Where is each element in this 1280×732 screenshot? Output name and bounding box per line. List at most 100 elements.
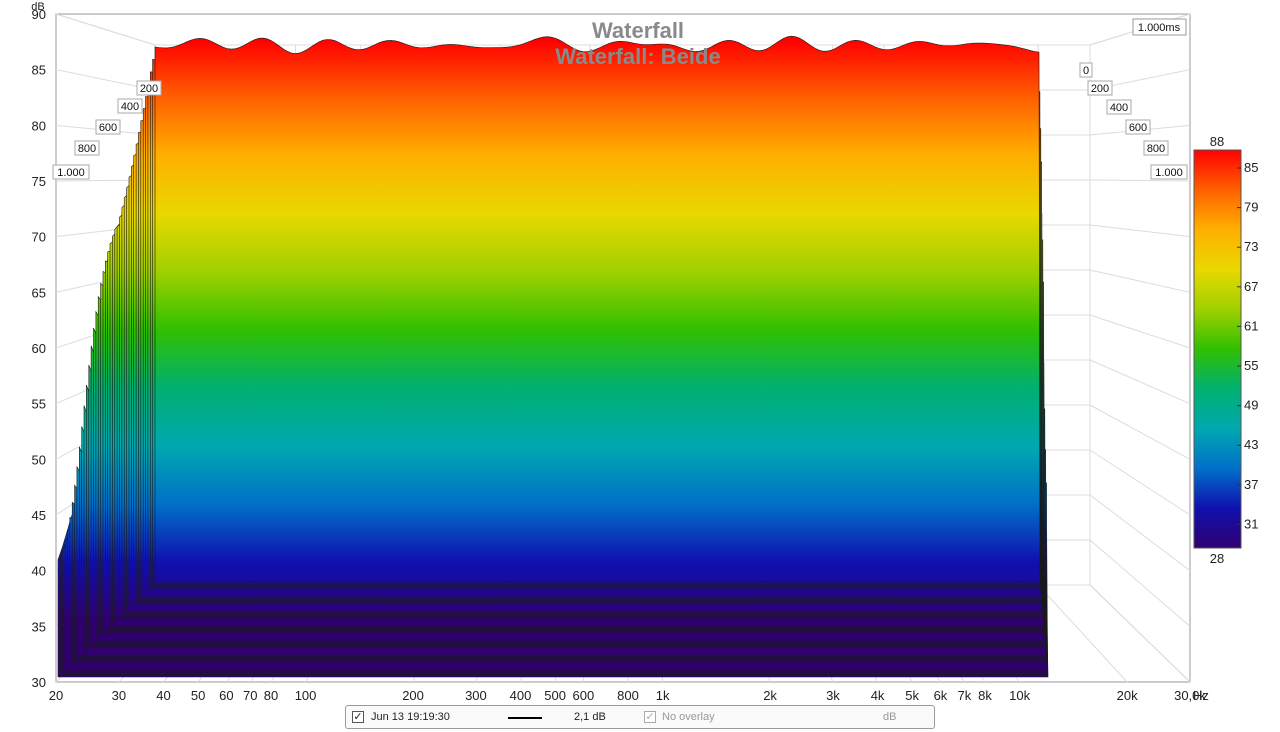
x-tick-label: 30: [112, 688, 126, 703]
x-tick-label: 7k: [957, 688, 971, 703]
colorbar-min-label: 28: [1210, 551, 1224, 566]
svg-text:800: 800: [78, 143, 96, 155]
grid-freq-floor: [1037, 584, 1128, 683]
time-tick-label: 1.000: [52, 164, 90, 180]
svg-text:200: 200: [1091, 83, 1109, 95]
x-tick-label: 1k: [656, 688, 670, 703]
svg-text:400: 400: [1110, 102, 1128, 114]
y-tick-label: 40: [32, 564, 46, 579]
svg-text:200: 200: [140, 83, 158, 95]
grid-db-left: [55, 13, 156, 46]
x-tick-label: 80: [264, 688, 278, 703]
time-tick-label: 600: [95, 119, 121, 135]
trace-checkbox[interactable]: ✓: [352, 711, 364, 723]
svg-text:600: 600: [99, 122, 117, 134]
x-axis-ticks: 20 30 40 50 60 70 80 100 200 300 400 500 600 800 1k 2k 3…: [49, 688, 1207, 703]
grid-db-right: [1089, 314, 1191, 349]
y-tick-label: 70: [32, 230, 46, 245]
grid-db-right: [1089, 359, 1191, 405]
x-tick-label: 2k: [763, 688, 777, 703]
svg-text:600: 600: [1129, 122, 1147, 134]
colorbar-tick-label: 49: [1244, 398, 1258, 413]
x-tick-label: 800: [617, 688, 639, 703]
unit-label: dB: [883, 711, 897, 723]
y-tick-label: 60: [32, 341, 46, 356]
x-tick-label: 500: [544, 688, 566, 703]
y-tick-label: 55: [32, 397, 46, 412]
svg-text:400: 400: [121, 101, 139, 113]
x-tick-label: 20: [49, 688, 63, 703]
time-tick-label: 200: [1087, 80, 1113, 96]
svg-text:800: 800: [1147, 143, 1165, 155]
grid-db-right: [1089, 494, 1191, 572]
waterfall-slice: [154, 35, 1041, 583]
grid-db-right: [1089, 269, 1191, 293]
time-range-label: 1.000ms: [1138, 22, 1181, 34]
x-tick-label: 20k: [1117, 688, 1138, 703]
time-tick-label: 400: [1106, 99, 1132, 115]
svg-text:0: 0: [1083, 65, 1089, 77]
colorbar: 88 28 85 79 73 67 61 55 49 43 37 31: [1193, 134, 1258, 566]
x-tick-label: 5k: [905, 688, 919, 703]
colorbar-ticks: 85 79 73 67 61 55 49 43 37 31: [1237, 160, 1258, 531]
x-tick-label: 70: [243, 688, 257, 703]
y-axis-ticks: 30 35 40 45 50 55 60 65 70 75 80 85 90: [32, 7, 46, 690]
x-tick-label: 40: [156, 688, 170, 703]
colorbar-tick-label: 37: [1244, 477, 1258, 492]
colorbar-tick-label: 85: [1244, 160, 1258, 175]
y-tick-label: 75: [32, 174, 46, 189]
x-tick-label: 100: [295, 688, 317, 703]
time-tick-label: 400: [117, 98, 143, 114]
y-tick-label: 90: [32, 7, 46, 22]
colorbar-tick-label: 61: [1244, 318, 1258, 333]
colorbar-max-label: 88: [1210, 134, 1224, 149]
y-axis-unit: dB: [31, 1, 44, 13]
overlay-label: No overlay: [662, 711, 715, 723]
svg-text:1.000: 1.000: [1155, 167, 1183, 179]
x-tick-label: 4k: [871, 688, 885, 703]
time-tick-label: 1.000: [1150, 164, 1188, 180]
colorbar-tick-label: 79: [1244, 200, 1258, 215]
smoothing-label: 2,1 dB: [574, 711, 606, 723]
x-tick-label: 30,0k: [1174, 688, 1206, 703]
x-tick-label: 10k: [1009, 688, 1030, 703]
x-tick-label: 8k: [978, 688, 992, 703]
colorbar-tick-label: 67: [1244, 279, 1258, 294]
x-tick-label: 3k: [826, 688, 840, 703]
waterfall-surface: [57, 35, 1049, 678]
colorbar-tick-label: 73: [1244, 239, 1258, 254]
x-tick-label: 400: [510, 688, 532, 703]
y-tick-label: 30: [32, 675, 46, 690]
legend-bar: ✓ Jun 13 19:19:30 2,1 dB ✓ No overlay dB: [345, 705, 935, 729]
colorbar-tick-label: 31: [1244, 516, 1258, 531]
svg-text:1.000: 1.000: [57, 167, 85, 179]
grid-db-right: [1089, 224, 1191, 238]
grid-db-right: [1089, 404, 1191, 460]
chart-title: Waterfall: [592, 18, 684, 43]
x-tick-label: 600: [573, 688, 595, 703]
grid-freq-floor: [1089, 584, 1191, 683]
y-tick-label: 80: [32, 118, 46, 133]
time-tick-label: 800: [74, 140, 100, 156]
grid-db-right: [1089, 449, 1191, 516]
trace-line-sample: [508, 717, 542, 719]
x-tick-label: 50: [191, 688, 205, 703]
colorbar-tick-label: 43: [1244, 437, 1258, 452]
colorbar-tick-label: 55: [1244, 358, 1258, 373]
y-tick-label: 65: [32, 285, 46, 300]
y-tick-label: 45: [32, 508, 46, 523]
grid-db-right: [1089, 539, 1191, 627]
x-tick-label: 60: [219, 688, 233, 703]
grid-db-right: [1089, 179, 1191, 182]
overlay-checkbox[interactable]: ✓: [644, 711, 656, 723]
y-tick-label: 35: [32, 619, 46, 634]
time-tick-label: 200: [136, 80, 162, 96]
time-tick-label: 600: [1125, 119, 1151, 135]
x-tick-label: 200: [402, 688, 424, 703]
x-axis-unit: Hz: [1193, 688, 1209, 703]
time-tick-label: 800: [1143, 140, 1169, 156]
time-tick-label: 0: [1079, 62, 1093, 78]
x-tick-label: 6k: [934, 688, 948, 703]
